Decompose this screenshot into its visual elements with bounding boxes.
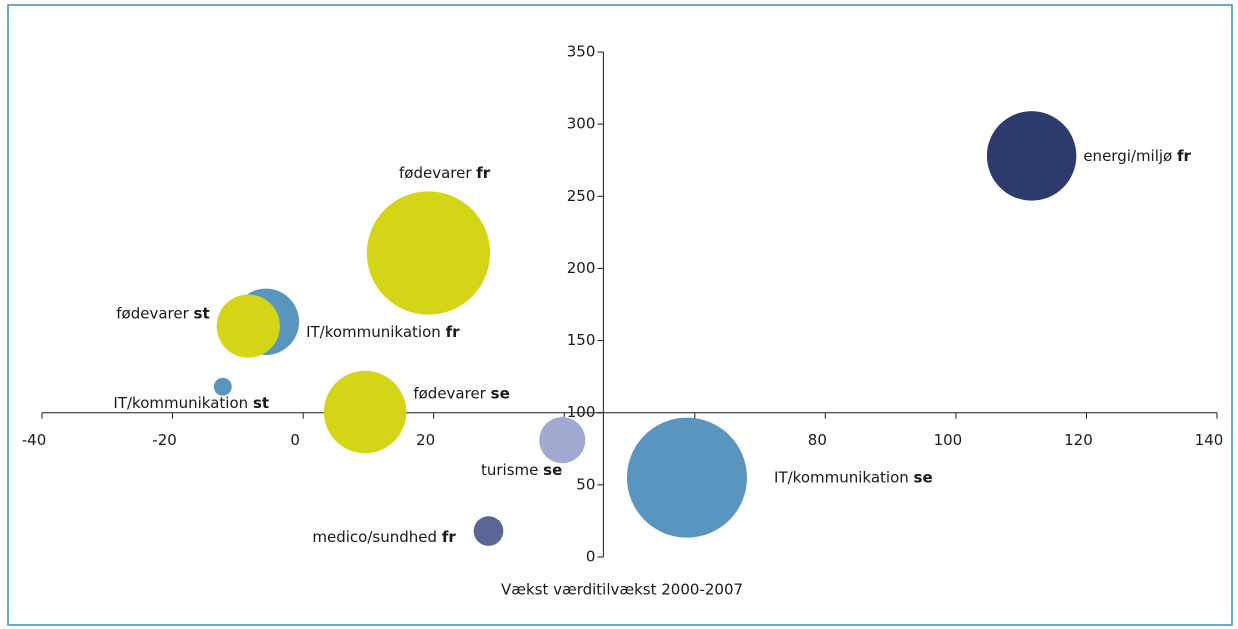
x-tick-label: 100 (934, 431, 963, 449)
y-tick-label: 50 (576, 475, 595, 493)
bubble-label: IT/kommunikation st (113, 393, 269, 411)
x-tick-label: 20 (416, 431, 435, 449)
y-tick-label: 100 (567, 403, 596, 421)
bubble-label: IT/kommunikation se (774, 468, 933, 486)
x-tick-label: 0 (290, 431, 300, 449)
bubble (539, 417, 586, 464)
x-tick-label: -40 (22, 431, 47, 449)
bubble-label: fødevarer fr (399, 163, 491, 181)
bubble (213, 377, 232, 396)
bubble (366, 191, 491, 315)
bubble-label-name: fødevarer (399, 163, 472, 181)
bubble-label: turisme se (481, 461, 562, 479)
bubble-label-name: turisme (481, 461, 538, 479)
bubble (626, 417, 747, 538)
bubble-label-name: medico/sundhed (312, 527, 437, 545)
bubble-label-name: fødevarer (413, 384, 486, 402)
x-axis-title: Vækst værditilvækst 2000-2007 (501, 581, 743, 599)
y-tick-label: 0 (586, 548, 596, 566)
y-tick-label: 300 (567, 115, 596, 133)
bubble-label: medico/sundhed fr (312, 527, 456, 545)
bubble-label-name: IT/kommunikation (306, 322, 441, 340)
bubble-label-name: energi/miljø (1083, 146, 1172, 164)
y-tick-label: 250 (567, 187, 596, 205)
bubble (323, 370, 407, 454)
bubble-label-tag: fr (476, 163, 491, 181)
bubble-label-tag: fr (446, 322, 461, 340)
x-tick-label: 120 (1064, 431, 1093, 449)
bubble-label-name: fødevarer (116, 304, 189, 322)
bubble-label-tag: fr (442, 527, 457, 545)
x-tick-label: -20 (152, 431, 177, 449)
bubble-label-tag: st (253, 393, 269, 411)
y-tick-label: 350 (567, 43, 596, 61)
x-tick-label: 80 (808, 431, 827, 449)
bubble-label-tag: se (491, 384, 510, 402)
bubble-label: IT/kommunikation fr (306, 322, 460, 340)
bubble (216, 294, 280, 358)
bubble (473, 516, 504, 546)
bubble-label-name: IT/kommunikation (113, 393, 248, 411)
bubble-label-tag: se (914, 468, 933, 486)
bubble-label: fødevarer se (413, 384, 509, 402)
y-tick-label: 150 (567, 331, 596, 349)
y-tick-label: 200 (567, 259, 596, 277)
bubble-label-name: IT/kommunikation (774, 468, 909, 486)
bubble-label-tag: fr (1177, 146, 1192, 164)
bubble-label: energi/miljø fr (1083, 146, 1191, 164)
bubble-label-tag: st (194, 304, 210, 322)
x-tick-label: 140 (1195, 431, 1224, 449)
bubble-label: fødevarer st (116, 304, 209, 322)
bubble (986, 111, 1077, 201)
bubble-label-tag: se (543, 461, 562, 479)
chart-frame (7, 4, 1233, 626)
